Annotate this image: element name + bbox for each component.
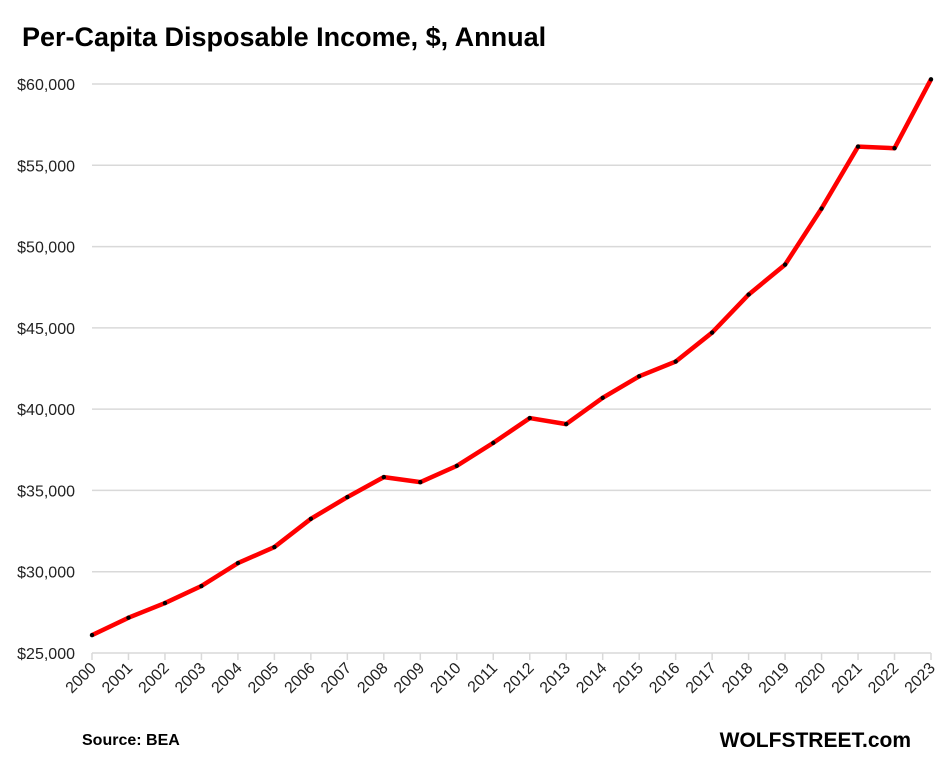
x-tick-label: 2015	[610, 660, 647, 697]
x-tick-label: 2009	[391, 660, 428, 697]
x-tick-label: 2006	[282, 660, 319, 697]
x-tick-label: 2022	[865, 660, 902, 697]
data-point	[272, 544, 277, 550]
data-point	[673, 359, 678, 364]
data-point	[381, 474, 387, 480]
data-point	[199, 583, 204, 589]
data-point	[162, 600, 168, 606]
data-point	[527, 415, 532, 421]
x-tick-label: 2013	[537, 660, 574, 697]
data-point	[855, 144, 861, 149]
x-tick-label: 2010	[427, 660, 464, 697]
x-tick-label: 2003	[172, 660, 209, 697]
data-point	[782, 262, 788, 267]
x-tick-label: 2007	[318, 660, 355, 697]
x-tick-label: 2000	[63, 660, 100, 697]
y-tick-label: $45,000	[17, 321, 75, 338]
y-tick-label: $50,000	[17, 240, 75, 257]
x-tick-label: 2005	[245, 660, 282, 697]
y-tick-label: $30,000	[17, 565, 75, 582]
source-note: Source: BEA	[82, 732, 180, 749]
x-tick-label: 2012	[500, 660, 537, 697]
x-tick-label: 2023	[902, 660, 939, 697]
data-point	[709, 330, 715, 335]
y-tick-label: $35,000	[17, 483, 75, 500]
x-tick-label: 2019	[756, 660, 793, 697]
y-tick-label: $25,000	[17, 646, 75, 663]
x-tick-label: 2002	[136, 660, 173, 697]
chart-title: Per-Capita Disposable Income, $, Annual	[22, 22, 547, 52]
brand-watermark: WOLFSTREET.com	[719, 729, 911, 752]
data-point	[600, 395, 605, 401]
y-tick-label: $55,000	[17, 158, 75, 175]
y-tick-label: $60,000	[17, 77, 75, 94]
data-point	[308, 516, 314, 521]
y-tick-label: $40,000	[17, 402, 75, 419]
x-tick-label: 2020	[792, 660, 829, 697]
x-tick-label: 2004	[209, 660, 246, 697]
x-tick-label: 2011	[465, 660, 501, 696]
data-point	[89, 632, 95, 638]
x-tick-label: 2018	[719, 660, 756, 697]
x-tick-label: 2021	[829, 660, 866, 697]
x-tick-label: 2001	[99, 660, 136, 697]
data-point	[126, 615, 131, 620]
data-point	[564, 421, 569, 427]
x-tick-label: 2016	[646, 660, 683, 697]
data-point	[345, 494, 350, 500]
data-point	[892, 146, 897, 151]
series-line	[91, 78, 933, 638]
data-point	[454, 463, 459, 469]
data-point	[418, 479, 423, 485]
data-point	[491, 440, 496, 446]
data-point	[636, 374, 642, 379]
x-tick-label: 2014	[573, 660, 610, 697]
data-point	[746, 292, 751, 297]
x-tick-label: 2017	[683, 660, 720, 697]
data-point	[819, 206, 824, 211]
data-point	[928, 77, 934, 82]
x-tick-label: 2008	[354, 660, 391, 697]
data-point	[235, 560, 241, 566]
